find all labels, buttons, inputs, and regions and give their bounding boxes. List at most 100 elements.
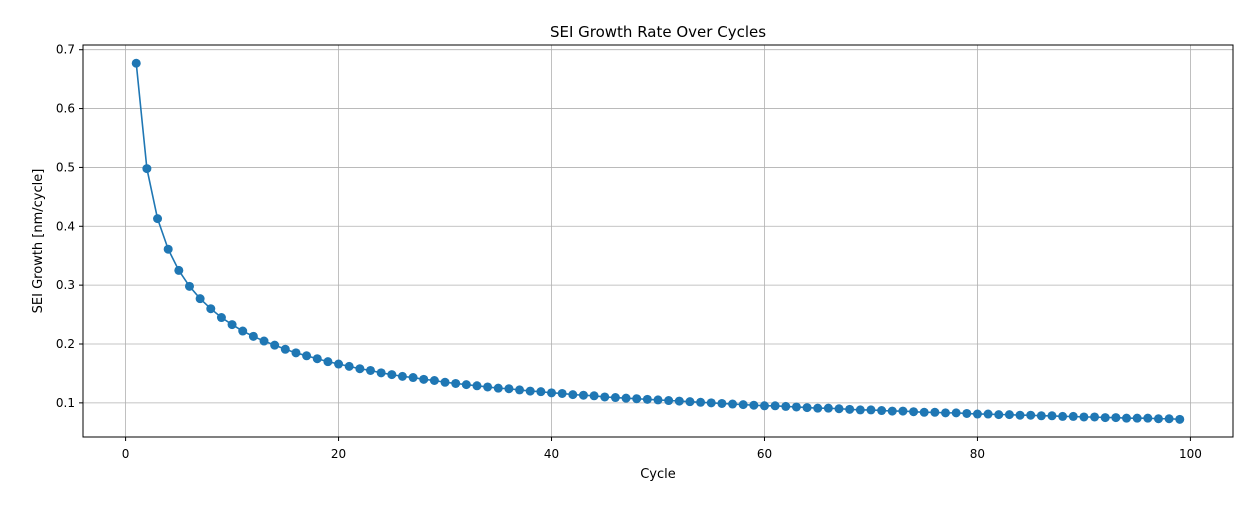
data-point bbox=[749, 400, 759, 410]
data-point bbox=[163, 244, 173, 254]
data-point bbox=[131, 58, 141, 68]
plot-frame bbox=[82, 44, 1234, 438]
data-point bbox=[1175, 414, 1185, 424]
data-point bbox=[930, 407, 940, 417]
data-point bbox=[387, 370, 397, 380]
data-point bbox=[419, 374, 429, 384]
data-point bbox=[813, 403, 823, 413]
data-point bbox=[653, 395, 663, 405]
data-point bbox=[259, 336, 269, 346]
data-point bbox=[483, 382, 493, 392]
data-point bbox=[344, 361, 354, 371]
series-line bbox=[135, 63, 1180, 421]
data-point bbox=[1047, 411, 1057, 421]
y-axis-ticks: 0.1 0.2 0.3 0.4 0.5 0.6 0.7 bbox=[56, 43, 83, 410]
data-point bbox=[674, 396, 684, 406]
x-tick-label: 60 bbox=[757, 447, 772, 461]
data-point bbox=[962, 408, 972, 418]
data-point bbox=[1004, 410, 1014, 420]
data-point bbox=[759, 401, 769, 411]
data-point bbox=[728, 399, 738, 409]
y-tick-label: 0.4 bbox=[56, 219, 75, 233]
y-tick-label: 0.2 bbox=[56, 337, 75, 351]
data-point bbox=[461, 380, 471, 390]
data-point bbox=[866, 405, 876, 415]
y-tick-label: 0.3 bbox=[56, 278, 75, 292]
data-point bbox=[887, 406, 897, 416]
data-point bbox=[642, 394, 652, 404]
series-points bbox=[131, 58, 1185, 424]
y-axis-label: SEI Growth [nm/cycle] bbox=[31, 169, 46, 314]
data-point bbox=[366, 365, 375, 375]
y-tick-label: 0.7 bbox=[56, 43, 75, 57]
data-point bbox=[1026, 410, 1036, 420]
data-point bbox=[972, 409, 982, 419]
data-point bbox=[578, 390, 588, 400]
data-point bbox=[1111, 413, 1121, 423]
data-point bbox=[632, 394, 642, 404]
data-point bbox=[302, 351, 312, 361]
y-tick-label: 0.5 bbox=[56, 160, 75, 174]
data-point bbox=[1164, 414, 1174, 424]
data-point bbox=[589, 391, 599, 401]
data-point bbox=[1079, 412, 1089, 422]
data-point bbox=[770, 401, 780, 411]
data-point bbox=[440, 377, 450, 387]
data-point bbox=[1143, 413, 1153, 423]
data-point bbox=[706, 398, 716, 408]
data-point bbox=[738, 400, 748, 410]
data-point bbox=[376, 368, 386, 378]
data-point bbox=[696, 397, 706, 407]
x-tick-label: 40 bbox=[544, 447, 559, 461]
data-point bbox=[248, 331, 258, 341]
data-point bbox=[791, 402, 801, 412]
data-point bbox=[142, 164, 152, 174]
data-point bbox=[238, 326, 248, 336]
data-point bbox=[536, 387, 546, 397]
data-point bbox=[600, 392, 610, 402]
data-point bbox=[994, 410, 1004, 420]
data-point bbox=[983, 409, 993, 419]
data-point bbox=[525, 386, 535, 396]
data-point bbox=[781, 401, 791, 411]
data-point bbox=[845, 404, 855, 414]
x-tick-label: 0 bbox=[122, 447, 130, 461]
data-point bbox=[898, 406, 908, 416]
x-tick-label: 100 bbox=[1179, 447, 1202, 461]
data-point bbox=[802, 403, 812, 413]
data-point bbox=[216, 313, 226, 323]
data-point bbox=[823, 403, 833, 413]
data-point bbox=[717, 398, 727, 408]
data-point bbox=[1058, 411, 1068, 421]
data-point bbox=[1132, 413, 1142, 423]
data-point bbox=[195, 294, 205, 304]
data-point bbox=[472, 381, 482, 391]
data-point bbox=[408, 373, 418, 383]
data-point bbox=[174, 265, 184, 275]
data-point bbox=[834, 404, 844, 414]
x-axis-label: Cycle bbox=[640, 467, 676, 482]
data-point bbox=[291, 348, 301, 358]
data-point bbox=[504, 384, 514, 394]
data-point bbox=[429, 376, 439, 385]
data-point bbox=[568, 390, 578, 400]
data-point bbox=[877, 406, 887, 416]
data-point bbox=[855, 405, 865, 415]
data-point bbox=[515, 385, 525, 395]
data-point bbox=[919, 407, 929, 417]
data-point bbox=[1153, 414, 1163, 424]
data-point bbox=[270, 340, 280, 350]
data-point bbox=[610, 393, 620, 403]
data-point bbox=[547, 388, 557, 398]
data-point bbox=[397, 371, 407, 381]
data-point bbox=[557, 388, 567, 398]
data-point bbox=[1068, 411, 1078, 421]
data-point bbox=[227, 320, 237, 330]
data-point bbox=[1090, 412, 1100, 422]
data-point bbox=[355, 364, 365, 374]
data-point bbox=[184, 281, 194, 291]
data-point bbox=[941, 408, 950, 418]
data-point bbox=[206, 304, 216, 314]
data-point bbox=[1036, 411, 1046, 421]
